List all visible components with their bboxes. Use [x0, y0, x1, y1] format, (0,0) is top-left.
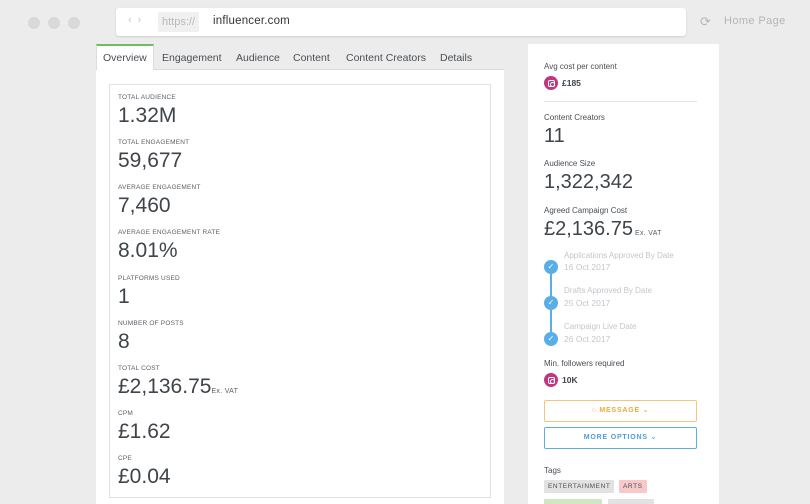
- back-forward-icon[interactable]: ‹›: [128, 14, 148, 26]
- timeline-date: 26 Oct 2017: [564, 334, 611, 344]
- timeline-title: Campaign Live Date: [564, 322, 637, 331]
- tab-bar: Overview Engagement Audience Content Con…: [96, 44, 504, 71]
- stat-label: CPM: [118, 410, 134, 417]
- stat-label: PLATFORMS USED: [118, 275, 180, 282]
- total-cost-value: £2,136.75: [118, 375, 212, 398]
- tab-details[interactable]: Details: [440, 52, 473, 64]
- window-close-dot[interactable]: [28, 17, 40, 29]
- tags-label: Tags: [544, 466, 561, 475]
- min-followers-row: 10K: [544, 373, 578, 387]
- stat-value: 1: [118, 285, 130, 308]
- avg-cost-row: £185: [544, 76, 581, 90]
- timeline-title: Applications Approved By Date: [564, 251, 674, 260]
- chevron-down-icon: ⌄: [647, 434, 658, 441]
- stat-total-audience: TOTAL AUDIENCE 1.32M: [118, 94, 176, 128]
- message-label: MESSAGE: [599, 407, 640, 414]
- audience-size-value: 1,322,342: [544, 171, 633, 193]
- stat-label: AVERAGE ENGAGEMENT RATE: [118, 229, 221, 236]
- stat-value: 1.32M: [118, 104, 177, 127]
- audience-size-label: Audience Size: [544, 159, 596, 168]
- message-icon: ○: [591, 407, 600, 414]
- timeline-title: Drafts Approved By Date: [564, 286, 653, 295]
- avg-cost-value: £185: [562, 78, 581, 88]
- stat-cpm: CPM £1.62: [118, 410, 171, 444]
- stat-total-engagement: TOTAL ENGAGEMENT 59,677: [118, 139, 189, 173]
- stat-value: 59,677: [118, 149, 183, 172]
- vat-suffix: Ex. VAT: [634, 230, 662, 237]
- content-creators-label: Content Creators: [544, 113, 605, 122]
- address-bar[interactable]: ‹› https:// influencer.com: [116, 8, 686, 36]
- stat-label: AVERAGE ENGAGEMENT: [118, 184, 201, 191]
- check-icon: ✓: [544, 296, 558, 310]
- min-followers-value: 10K: [562, 375, 578, 385]
- timeline-date: 25 Oct 2017: [564, 298, 611, 308]
- instagram-icon: [544, 373, 558, 387]
- stat-platforms-used: PLATFORMS USED 1: [118, 275, 180, 309]
- stat-value: £0.04: [118, 465, 171, 488]
- stat-label: TOTAL AUDIENCE: [118, 94, 176, 101]
- vat-suffix: Ex. VAT: [211, 388, 239, 395]
- overview-panel: TOTAL AUDIENCE 1.32M TOTAL ENGAGEMENT 59…: [96, 70, 504, 504]
- tag-entertainment[interactable]: ENTERTAINMENT: [544, 480, 615, 493]
- avg-cost-label: Avg cost per content: [544, 62, 617, 71]
- browser-chrome: ‹› https:// influencer.com ⟳ Home Page: [0, 0, 810, 44]
- stat-average-engagement-rate: AVERAGE ENGAGEMENT RATE 8.01%: [118, 229, 220, 263]
- stat-value: £2,136.75Ex. VAT: [118, 375, 238, 404]
- tag-arts[interactable]: ARTS: [619, 480, 647, 493]
- stat-average-engagement: AVERAGE ENGAGEMENT 7,460: [118, 184, 201, 218]
- check-icon: ✓: [544, 332, 558, 346]
- stat-number-of-posts: NUMBER OF POSTS 8: [118, 320, 184, 354]
- tab-overview[interactable]: Overview: [96, 44, 154, 71]
- stat-value: £1.62: [118, 420, 171, 443]
- tab-content[interactable]: Content: [293, 52, 330, 64]
- tab-engagement[interactable]: Engagement: [162, 52, 222, 64]
- message-button[interactable]: ○ MESSAGE ⌄: [544, 400, 697, 422]
- stat-value: 8.01%: [118, 239, 178, 262]
- url-protocol: https://: [158, 12, 200, 32]
- stat-value: 8: [118, 330, 130, 353]
- campaign-sidebar: Avg cost per content £185 Content Creato…: [528, 44, 719, 504]
- instagram-icon: [544, 76, 558, 90]
- stat-label: CPE: [118, 455, 132, 462]
- window-minimize-dot[interactable]: [48, 17, 60, 29]
- min-followers-label: Min. followers required: [544, 359, 625, 368]
- stat-label: NUMBER OF POSTS: [118, 320, 184, 327]
- url-text[interactable]: influencer.com: [213, 15, 290, 27]
- more-options-button[interactable]: MORE OPTIONS ⌄: [544, 427, 697, 449]
- tab-content-creators[interactable]: Content Creators: [346, 52, 426, 64]
- more-options-label: MORE OPTIONS: [583, 434, 648, 441]
- campaign-cost-label: Agreed Campaign Cost: [544, 206, 628, 215]
- tag-partial: [608, 499, 654, 504]
- timeline-date: 16 Oct 2017: [564, 262, 611, 272]
- refresh-icon[interactable]: ⟳: [700, 14, 711, 29]
- stat-total-cost: TOTAL COST £2,136.75Ex. VAT: [118, 365, 238, 404]
- stats-card: TOTAL AUDIENCE 1.32M TOTAL ENGAGEMENT 59…: [109, 84, 491, 498]
- tag-partial: [544, 499, 602, 504]
- campaign-cost-value: £2,136.75 Ex. VAT: [544, 218, 662, 245]
- chevron-down-icon: ⌄: [639, 407, 650, 414]
- check-icon: ✓: [544, 260, 558, 274]
- stat-cpe: CPE £0.04: [118, 455, 171, 489]
- window-maximize-dot[interactable]: [68, 17, 80, 29]
- divider: [544, 101, 697, 102]
- home-page-link[interactable]: Home Page: [724, 15, 786, 27]
- stat-label: TOTAL ENGAGEMENT: [118, 139, 190, 146]
- campaign-cost-amount: £2,136.75: [544, 218, 633, 240]
- tab-audience[interactable]: Audience: [236, 52, 280, 64]
- content-creators-value: 11: [544, 125, 565, 147]
- stat-value: 7,460: [118, 194, 171, 217]
- stat-label: TOTAL COST: [118, 365, 160, 372]
